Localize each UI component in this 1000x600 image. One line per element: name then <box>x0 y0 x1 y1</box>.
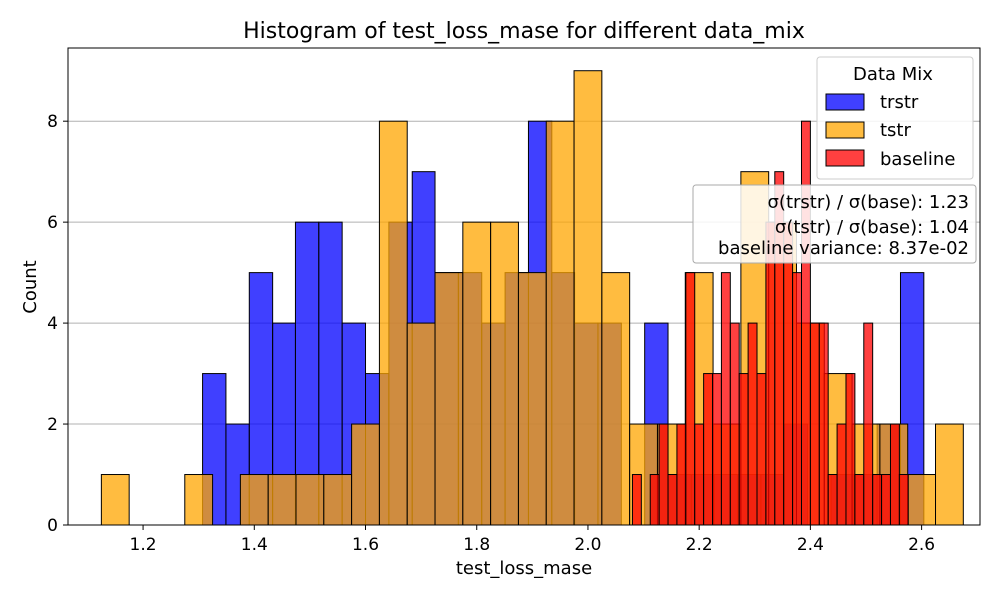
y-tick-label: 4 <box>47 314 58 334</box>
bar-tstr <box>517 272 547 526</box>
bar-baseline <box>694 423 705 526</box>
bar-baseline <box>818 322 829 526</box>
chart-title: Histogram of test_loss_mase for differen… <box>243 19 805 44</box>
bar-baseline <box>649 474 660 526</box>
bar-tstr <box>184 474 214 526</box>
bar-tstr <box>323 474 353 526</box>
bar-baseline <box>685 272 696 526</box>
x-tick-label: 2.6 <box>908 535 935 555</box>
bar-baseline <box>756 373 767 526</box>
legend-swatch-tstr <box>825 121 865 139</box>
x-tick-label: 1.6 <box>352 535 379 555</box>
bar-baseline <box>676 423 687 526</box>
bar-baseline <box>809 322 820 526</box>
bar-tstr <box>434 272 464 526</box>
bar-baseline <box>800 120 811 526</box>
bar-baseline <box>783 221 794 526</box>
annotation-line: σ(trstr) / σ(base): 1.23 <box>768 192 969 213</box>
bar-tstr <box>378 120 408 526</box>
bar-baseline <box>845 373 856 526</box>
legend: Data Mix trstr tstr baseline <box>816 56 974 180</box>
x-tick-label: 1.8 <box>463 535 490 555</box>
bar-baseline <box>836 423 847 526</box>
bar-baseline <box>872 474 883 526</box>
bar-baseline <box>738 373 749 526</box>
bar-baseline <box>703 373 714 526</box>
bar-tstr <box>462 221 492 526</box>
histogram-bars <box>100 70 964 526</box>
x-tick-label: 2.0 <box>574 535 601 555</box>
x-axis-label: test_loss_mase <box>456 558 592 579</box>
annotation-line: baseline variance: 8.37e-02 <box>718 238 969 259</box>
bar-tstr <box>239 474 269 526</box>
bar-tstr <box>935 423 964 526</box>
x-tick-label: 1.4 <box>241 535 268 555</box>
x-tick-label: 2.2 <box>686 535 713 555</box>
bar-baseline <box>827 474 838 526</box>
bar-baseline <box>747 322 758 526</box>
y-tick-label: 0 <box>47 516 58 536</box>
bar-baseline <box>712 373 722 526</box>
axis-ticks: 1.2 1.4 1.6 1.8 2.0 2.2 2.4 2.6 0 2 4 6 8 <box>47 112 935 555</box>
bar-baseline <box>854 474 865 526</box>
bar-baseline <box>720 272 731 526</box>
legend-title: Data Mix <box>853 64 933 85</box>
plot-frame <box>67 47 981 526</box>
bar-tstr <box>545 120 575 526</box>
bar-tstr <box>267 474 297 526</box>
bar-baseline <box>667 474 678 526</box>
legend-label-trstr: trstr <box>880 92 919 113</box>
legend-swatch-baseline <box>825 149 865 167</box>
bar-baseline <box>898 474 909 526</box>
ratio-annotation-box: σ(trstr) / σ(base): 1.23 σ(tstr) / σ(bas… <box>692 184 977 264</box>
bar-tstr <box>100 474 130 526</box>
bar-tstr <box>573 70 603 526</box>
y-tick-label: 8 <box>47 112 58 132</box>
y-tick-label: 6 <box>47 213 58 233</box>
legend-label-baseline: baseline <box>880 149 955 170</box>
y-axis-label: Count <box>20 260 41 313</box>
bar-tstr <box>406 322 436 526</box>
bar-baseline <box>658 423 669 526</box>
bar-tstr <box>601 272 631 526</box>
legend-swatch-trstr <box>825 93 865 111</box>
x-tick-label: 1.2 <box>130 535 157 555</box>
bar-baseline <box>729 322 740 526</box>
bar-baseline <box>765 221 776 526</box>
y-tick-label: 2 <box>47 415 58 435</box>
bar-baseline <box>889 423 900 526</box>
bar-tstr <box>295 474 325 526</box>
bar-tstr <box>490 221 519 526</box>
bar-baseline <box>863 322 874 526</box>
legend-label-tstr: tstr <box>880 120 911 141</box>
bar-tstr <box>907 474 937 526</box>
bar-baseline <box>631 474 642 526</box>
bar-baseline <box>792 272 802 526</box>
annotation-line: σ(tstr) / σ(base): 1.04 <box>775 217 969 238</box>
bar-baseline <box>881 474 891 526</box>
bar-tstr <box>351 423 380 526</box>
x-tick-label: 2.4 <box>797 535 824 555</box>
legend-frame <box>816 56 974 180</box>
annotation-frame <box>692 184 977 264</box>
